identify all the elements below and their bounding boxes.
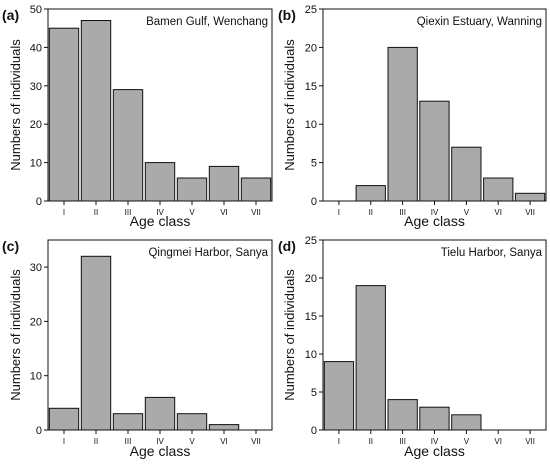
x-tick-label-0-0: I: [63, 208, 65, 217]
y-axis-label-3: Numbers of individuals: [282, 269, 297, 401]
bar-2-2: [112, 413, 144, 431]
y-axis-label-0: Numbers of individuals: [8, 39, 23, 171]
y-tick-label-3-3: 15: [305, 311, 317, 323]
y-tick-label-0-4: 40: [30, 42, 42, 54]
y-tick-label-0-3: 30: [30, 81, 42, 93]
x-tick-label-1-6: VII: [525, 208, 535, 217]
y-tick-label-0-2: 20: [30, 119, 42, 131]
y-tick-label-1-2: 10: [305, 119, 317, 131]
bar-2-1: [80, 255, 112, 431]
x-tick-label-3-1: II: [369, 437, 373, 446]
y-tick-label-2-2: 20: [30, 316, 42, 328]
x-tick-label-0-5: VI: [220, 208, 228, 217]
y-tick-label-2-1: 10: [30, 371, 42, 383]
bar-2-4: [176, 413, 208, 431]
y-tick-label-3-4: 20: [305, 273, 317, 285]
y-axis-label-2: Numbers of individuals: [8, 269, 23, 401]
x-tick-label-0-1: II: [94, 208, 98, 217]
bar-0-5: [208, 165, 240, 202]
panel-title-0: Bamen Gulf, Wenchang: [146, 16, 268, 28]
bar-3-4: [451, 414, 482, 431]
x-tick-label-0-3: IV: [156, 208, 164, 217]
x-axis-label-1: Age class: [404, 213, 465, 229]
x-tick-label-2-4: V: [189, 437, 195, 446]
y-axis-label-1: Numbers of individuals: [282, 39, 297, 171]
bar-0-0: [48, 27, 80, 202]
x-axis-label-0: Age class: [130, 213, 191, 229]
panel-title-3: Tielu Harbor, Sanya: [441, 247, 543, 259]
panel-label-3: (d): [278, 238, 296, 254]
x-tick-label-1-3: IV: [431, 208, 439, 217]
x-tick-label-0-6: VII: [251, 208, 261, 217]
bar-2-0: [48, 407, 80, 431]
y-tick-label-1-1: 5: [311, 158, 317, 170]
x-tick-label-2-3: IV: [156, 437, 164, 446]
panel-label-2: (c): [2, 238, 19, 254]
panel-title-2: Qingmei Harbor, Sanya: [148, 247, 268, 259]
bar-3-2: [387, 399, 418, 431]
x-tick-label-1-2: III: [399, 208, 406, 217]
bar-1-2: [387, 46, 418, 202]
y-tick-label-2-3: 30: [30, 262, 42, 274]
x-axis-label-2: Age class: [130, 443, 191, 459]
x-tick-label-2-2: III: [125, 437, 132, 446]
y-tick-label-1-0: 0: [311, 196, 317, 208]
x-tick-label-1-5: VI: [494, 208, 502, 217]
x-tick-label-2-6: VII: [251, 437, 261, 446]
panel-title-1: Qiexin Estuary, Wanning: [417, 16, 542, 28]
bar-0-1: [80, 20, 112, 202]
bar-0-4: [176, 177, 208, 202]
bar-2-3: [144, 396, 176, 431]
y-tick-label-3-2: 10: [305, 349, 317, 361]
x-tick-label-0-2: III: [125, 208, 132, 217]
x-tick-label-1-0: I: [338, 208, 340, 217]
bar-0-3: [144, 162, 176, 202]
bar-1-5: [483, 177, 514, 202]
x-tick-label-2-0: I: [63, 437, 65, 446]
y-tick-label-1-5: 25: [305, 4, 317, 16]
x-tick-label-3-0: I: [338, 437, 340, 446]
bar-1-1: [355, 185, 386, 202]
x-tick-label-1-1: II: [369, 208, 373, 217]
x-axis-label-3: Age class: [404, 443, 465, 459]
bar-0-6: [240, 177, 272, 202]
bar-1-3: [419, 100, 450, 202]
x-tick-label-0-4: V: [189, 208, 195, 217]
bar-1-4: [451, 146, 482, 202]
x-tick-label-3-2: III: [399, 437, 406, 446]
panel-label-1: (b): [278, 7, 296, 23]
y-tick-label-0-1: 10: [30, 158, 42, 170]
y-tick-label-3-5: 25: [305, 235, 317, 247]
y-tick-label-1-4: 20: [305, 42, 317, 54]
y-tick-label-3-0: 0: [311, 425, 317, 437]
y-tick-label-0-0: 0: [36, 196, 42, 208]
bar-3-3: [419, 406, 450, 431]
x-tick-label-3-5: VI: [494, 437, 502, 446]
x-tick-label-1-4: V: [464, 208, 470, 217]
bar-3-1: [355, 285, 386, 431]
x-tick-label-3-3: IV: [431, 437, 439, 446]
x-tick-label-3-6: VII: [525, 437, 535, 446]
panel-label-0: (a): [2, 7, 19, 23]
y-tick-label-1-3: 15: [305, 81, 317, 93]
bar-0-2: [112, 89, 144, 202]
y-tick-label-2-0: 0: [36, 425, 42, 437]
bar-1-6: [514, 192, 546, 202]
bar-2-5: [208, 424, 240, 431]
y-tick-label-3-1: 5: [311, 387, 317, 399]
bar-3-0: [323, 361, 355, 431]
x-tick-label-2-5: VI: [220, 437, 228, 446]
y-tick-label-0-5: 50: [30, 4, 42, 16]
x-tick-label-3-4: V: [464, 437, 470, 446]
x-tick-label-2-1: II: [94, 437, 98, 446]
